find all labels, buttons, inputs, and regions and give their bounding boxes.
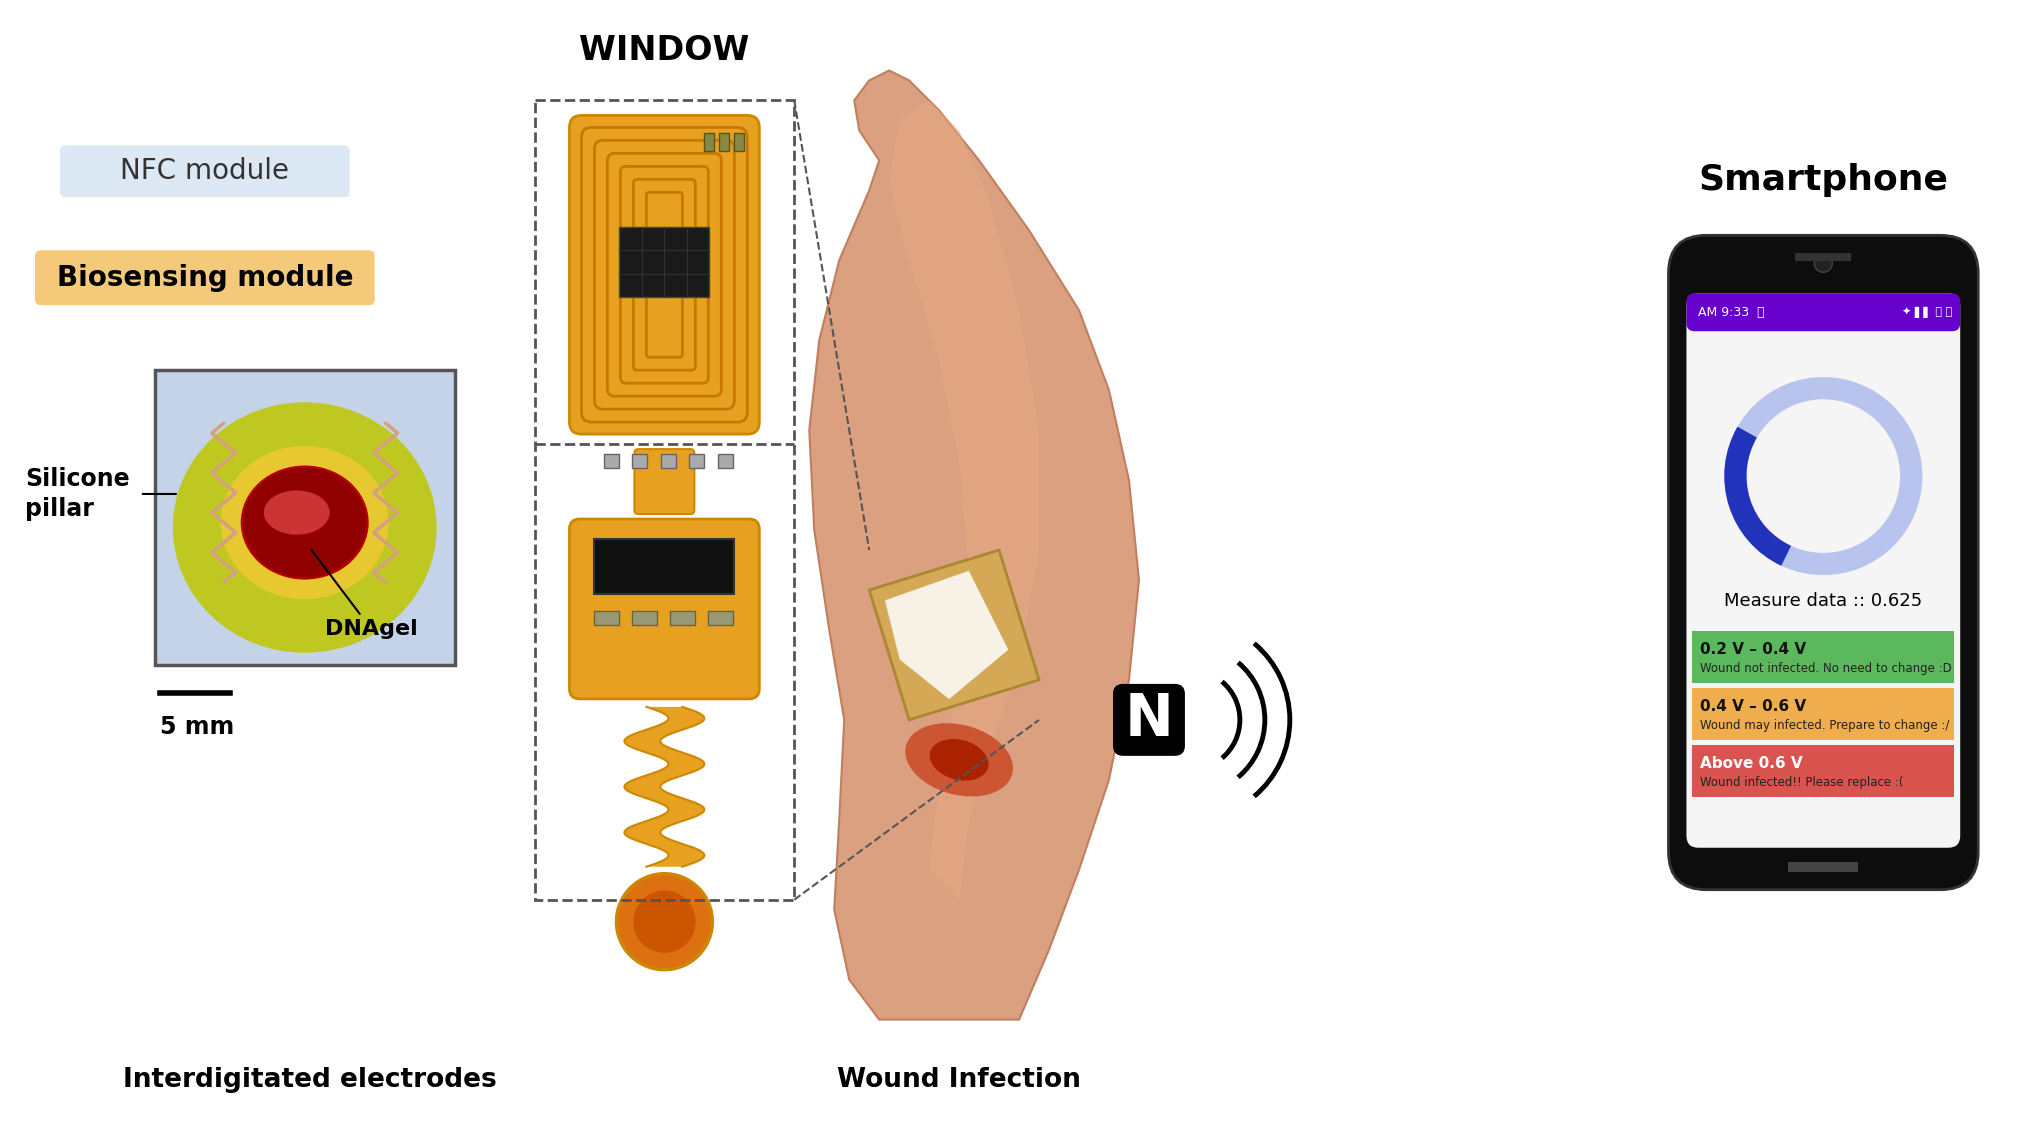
Bar [1693,745,1953,797]
Bar [156,370,454,665]
Text: N: N [1125,691,1174,748]
Text: 0.2 V – 0.4 V: 0.2 V – 0.4 V [1701,641,1806,656]
Bar [620,227,709,297]
FancyBboxPatch shape [34,251,374,305]
Text: NFC module: NFC module [121,157,289,186]
Polygon shape [889,100,1038,900]
Ellipse shape [265,491,329,534]
FancyBboxPatch shape [570,519,760,699]
Bar [632,454,646,468]
Bar [594,539,735,593]
Polygon shape [885,570,1010,699]
Bar [671,611,695,625]
Bar [594,611,620,625]
Text: DNAgel: DNAgel [311,550,418,639]
Text: 5 mm: 5 mm [160,715,234,739]
Text: Wound Infection: Wound Infection [836,1066,1081,1092]
Text: Wound not infected. No need to change :D: Wound not infected. No need to change :D [1701,662,1951,674]
Text: Measure data :: 0.625: Measure data :: 0.625 [1725,592,1923,611]
Bar [632,611,656,625]
Bar [661,454,677,468]
Text: 0.4 V – 0.6 V: 0.4 V – 0.6 V [1701,698,1806,713]
Polygon shape [810,71,1139,1019]
Circle shape [616,874,713,969]
Ellipse shape [905,723,1012,796]
Text: Biosensing module: Biosensing module [57,264,354,293]
Ellipse shape [174,402,436,653]
Text: WINDOW: WINDOW [580,34,749,67]
FancyBboxPatch shape [1669,236,1978,890]
Polygon shape [869,550,1038,720]
Text: Wound may infected. Prepare to change :/: Wound may infected. Prepare to change :/ [1701,719,1949,731]
Bar [709,611,733,625]
Bar [604,454,618,468]
Ellipse shape [929,739,988,780]
Text: Above 0.6 V: Above 0.6 V [1701,755,1804,770]
Text: Interdigitated electrodes: Interdigitated electrodes [123,1066,497,1092]
Circle shape [632,891,695,953]
Bar [1693,688,1953,740]
FancyBboxPatch shape [570,115,760,434]
Text: Wound infected!! Please replace :(: Wound infected!! Please replace :( [1701,776,1905,788]
FancyBboxPatch shape [634,449,695,514]
Bar [735,133,743,151]
FancyBboxPatch shape [1687,293,1959,847]
Text: Silicone
pillar: Silicone pillar [24,467,129,521]
Bar [719,133,729,151]
Bar [1788,862,1858,871]
Bar [1693,631,1953,683]
FancyBboxPatch shape [1113,683,1186,756]
Circle shape [1814,254,1832,272]
Bar [1796,253,1850,261]
FancyBboxPatch shape [1687,293,1959,331]
Ellipse shape [242,467,368,579]
FancyBboxPatch shape [61,146,349,197]
Bar [705,133,715,151]
Ellipse shape [220,445,388,599]
Text: ✦ ▌▌ 📶 🔋: ✦ ▌▌ 📶 🔋 [1903,306,1951,318]
Bar [717,454,733,468]
Text: AM 9:33  ⏰: AM 9:33 ⏰ [1699,305,1765,319]
Bar [689,454,705,468]
Text: Smartphone: Smartphone [1699,163,1949,197]
Bar [535,100,794,900]
